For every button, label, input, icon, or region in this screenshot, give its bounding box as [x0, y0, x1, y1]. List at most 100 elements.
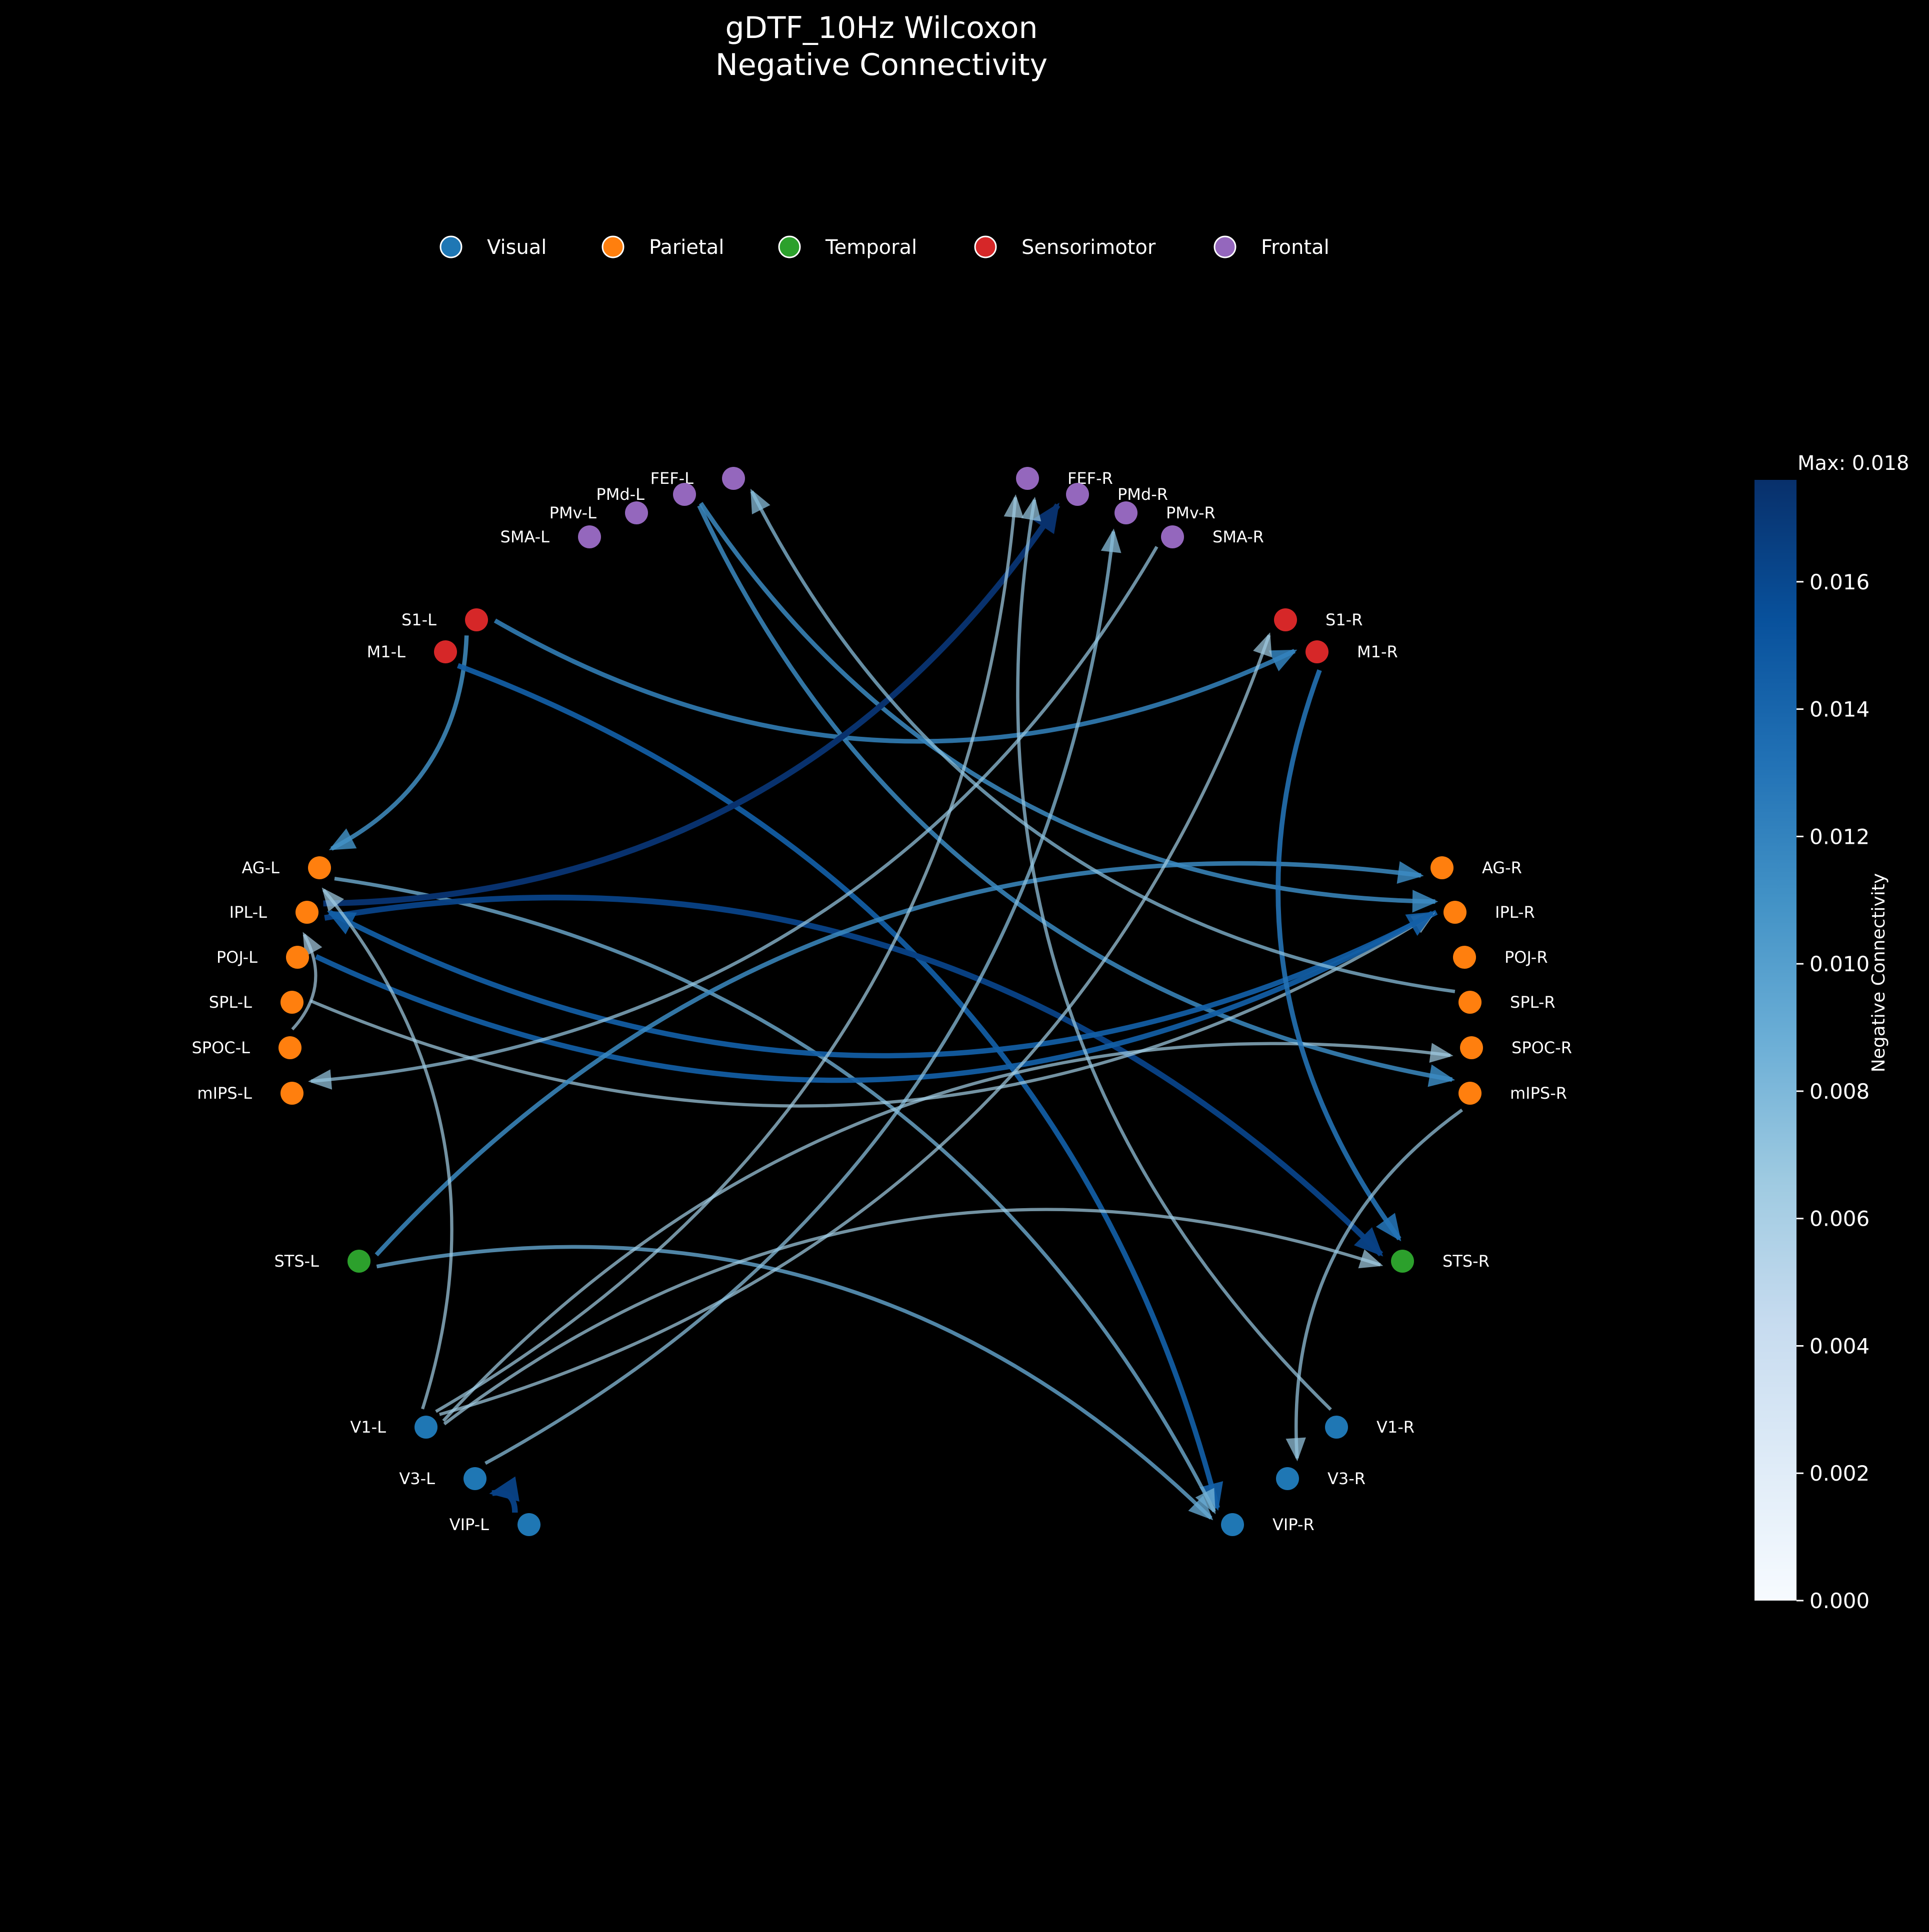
- node-label-ag-l: AG-L: [242, 858, 280, 877]
- colorbar-tick-label-0-000: 0.000: [1810, 1589, 1870, 1613]
- edge-s1-l-to-m1-r-arrowhead: [1268, 649, 1298, 671]
- edge-layer: [291, 488, 1464, 1521]
- legend-marker-sensorimotor: [974, 235, 997, 258]
- edge-sts-l-to-vip-r-arrowhead: [1188, 1495, 1214, 1521]
- edge-sts-l-to-ag-r-arrowhead: [1396, 861, 1424, 884]
- edge-s1-l-to-m1-r: [494, 618, 1296, 744]
- edge-mips-r-to-v3-r-arrowhead: [1286, 1437, 1306, 1462]
- node-s1-l: [465, 608, 488, 631]
- legend-marker-visual: [440, 235, 462, 258]
- node-label-spl-r: SPL-R: [1510, 993, 1556, 1012]
- edge-v1-l-to-sts-r-arrowhead: [1358, 1249, 1384, 1269]
- colorbar-tick-label-0-006: 0.006: [1810, 1207, 1870, 1231]
- node-label-sts-r: STS-R: [1442, 1252, 1490, 1271]
- node-label-spoc-l: SPOC-L: [192, 1038, 250, 1057]
- legend-marker-parietal: [602, 235, 624, 258]
- node-ag-l: [308, 856, 331, 879]
- colorbar-tick-label-0-002: 0.002: [1810, 1461, 1870, 1486]
- node-mips-r: [1458, 1082, 1482, 1105]
- node-label-mips-r: mIPS-R: [1510, 1084, 1567, 1103]
- node-poj-r: [1453, 946, 1476, 969]
- edge-ipl-r-to-ipl-l-arrowhead: [326, 911, 357, 935]
- edge-sts-l-to-vip-r: [376, 1245, 1212, 1520]
- legend-label-sensorimotor: Sensorimotor: [1022, 236, 1156, 259]
- colorbar-title: Negative Connectivity: [1868, 873, 1889, 1073]
- colorbar-max-label: Max: 0.018: [1798, 452, 1909, 475]
- legend-label-parietal: Parietal: [649, 236, 724, 259]
- edge-sma-r-to-mips-l-arrowhead: [308, 1069, 332, 1090]
- edge-ipl-l-to-sts-r: [324, 894, 1384, 1257]
- edge-v1-l-to-sts-r: [443, 1208, 1381, 1426]
- node-spoc-r: [1460, 1036, 1483, 1059]
- node-v3-r: [1276, 1467, 1299, 1490]
- node-s1-r: [1274, 608, 1297, 631]
- node-pmv-l: [625, 501, 648, 524]
- node-label-pmd-r: PMd-R: [1118, 485, 1168, 504]
- edge-pmd-l-to-ipl-r-arrowhead: [1412, 890, 1438, 913]
- node-v1-r: [1325, 1416, 1348, 1439]
- edge-v1-l-to-spoc-r-arrowhead: [1429, 1043, 1454, 1063]
- colorbar-tick-label-0-010: 0.010: [1810, 952, 1870, 976]
- node-pmd-l: [673, 483, 696, 506]
- chart-title-line2: Negative Connectivity: [716, 47, 1048, 82]
- node-vip-r: [1221, 1513, 1244, 1536]
- edge-s1-l-to-ag-l-arrowhead: [328, 828, 357, 850]
- edge-v1-l-to-ag-l-arrowhead: [322, 887, 344, 912]
- node-label-pmd-l: PMd-L: [596, 485, 644, 504]
- legend-label-temporal: Temporal: [825, 236, 917, 259]
- edge-ipl-l-to-pmd-r-arrowhead: [1032, 502, 1060, 534]
- edge-pmd-l-to-mips-r: [697, 504, 1452, 1082]
- node-poj-l: [286, 946, 309, 969]
- edge-poj-l-to-ipl-r: [314, 911, 1434, 1083]
- node-label-m1-r: M1-R: [1357, 642, 1398, 661]
- node-label-poj-r: POJ-R: [1504, 948, 1548, 967]
- edge-ag-l-to-vip-r-arrowhead: [1195, 1488, 1216, 1515]
- edge-m1-l-to-vip-r: [456, 663, 1220, 1509]
- edge-ipl-l-to-sts-r-arrowhead: [1354, 1227, 1384, 1257]
- node-label-sma-r: SMA-R: [1212, 527, 1264, 546]
- node-layer: FEF-LPMd-LPMv-LSMA-LS1-LM1-LAG-LIPL-LPOJ…: [192, 467, 1572, 1536]
- edge-ipl-l-to-pmd-r: [323, 503, 1060, 907]
- node-label-pmv-r: PMv-R: [1166, 503, 1216, 522]
- node-label-s1-l: S1-L: [402, 610, 436, 629]
- edge-v1-l-to-ag-l: [322, 889, 454, 1410]
- node-label-spoc-r: SPOC-R: [1512, 1038, 1572, 1057]
- node-label-vip-l: VIP-L: [450, 1515, 489, 1534]
- node-label-m1-l: M1-L: [367, 642, 406, 661]
- node-label-vip-r: VIP-R: [1272, 1515, 1314, 1534]
- edge-mips-r-to-v3-r: [1294, 1108, 1464, 1459]
- node-label-ipl-l: IPL-L: [230, 903, 268, 922]
- edge-v3-l-to-pmv-r: [484, 531, 1116, 1465]
- edge-pmd-l-to-mips-r-arrowhead: [1428, 1064, 1456, 1087]
- node-fef-r: [1016, 467, 1039, 490]
- node-vip-l: [518, 1513, 540, 1536]
- edge-v1-l-to-s1-r: [439, 634, 1271, 1416]
- node-m1-r: [1306, 640, 1328, 663]
- node-label-mips-l: mIPS-L: [197, 1084, 252, 1103]
- colorbar-ticks: 0.000 0.002 0.004 0.006 0.008 0.010 0.012 0.014…: [1796, 570, 1870, 1613]
- node-fef-l: [722, 467, 745, 490]
- node-spoc-l: [278, 1036, 302, 1059]
- edge-m1-r-to-sts-r: [1276, 669, 1402, 1241]
- edge-v1-r-to-fef-r: [1016, 499, 1332, 1411]
- node-m1-l: [434, 640, 457, 663]
- edge-v1-l-to-fef-r-arrowhead: [1004, 494, 1024, 518]
- node-label-ipl-r: IPL-R: [1495, 903, 1535, 922]
- colorbar-tick-label-0-004: 0.004: [1810, 1334, 1870, 1358]
- node-ipl-r: [1444, 901, 1466, 924]
- node-label-v1-l: V1-L: [350, 1418, 386, 1437]
- node-pmv-r: [1114, 501, 1138, 524]
- node-sts-r: [1391, 1250, 1414, 1273]
- edge-s1-l-to-ag-l: [330, 635, 469, 851]
- node-spl-r: [1458, 991, 1482, 1014]
- colorbar-tick-label-0-014: 0.014: [1810, 697, 1870, 722]
- node-label-spl-l: SPL-L: [209, 993, 252, 1012]
- node-ipl-l: [296, 901, 318, 924]
- edge-spl-l-to-ipl-r: [310, 912, 1434, 1108]
- edge-vip-l-to-v3-l-arrowhead: [489, 1476, 520, 1502]
- legend-marker-frontal: [1214, 235, 1236, 258]
- legend-label-visual: Visual: [487, 236, 546, 259]
- node-label-poj-l: POJ-L: [216, 948, 258, 967]
- edge-v1-r-to-fef-r-arrowhead: [1021, 496, 1042, 522]
